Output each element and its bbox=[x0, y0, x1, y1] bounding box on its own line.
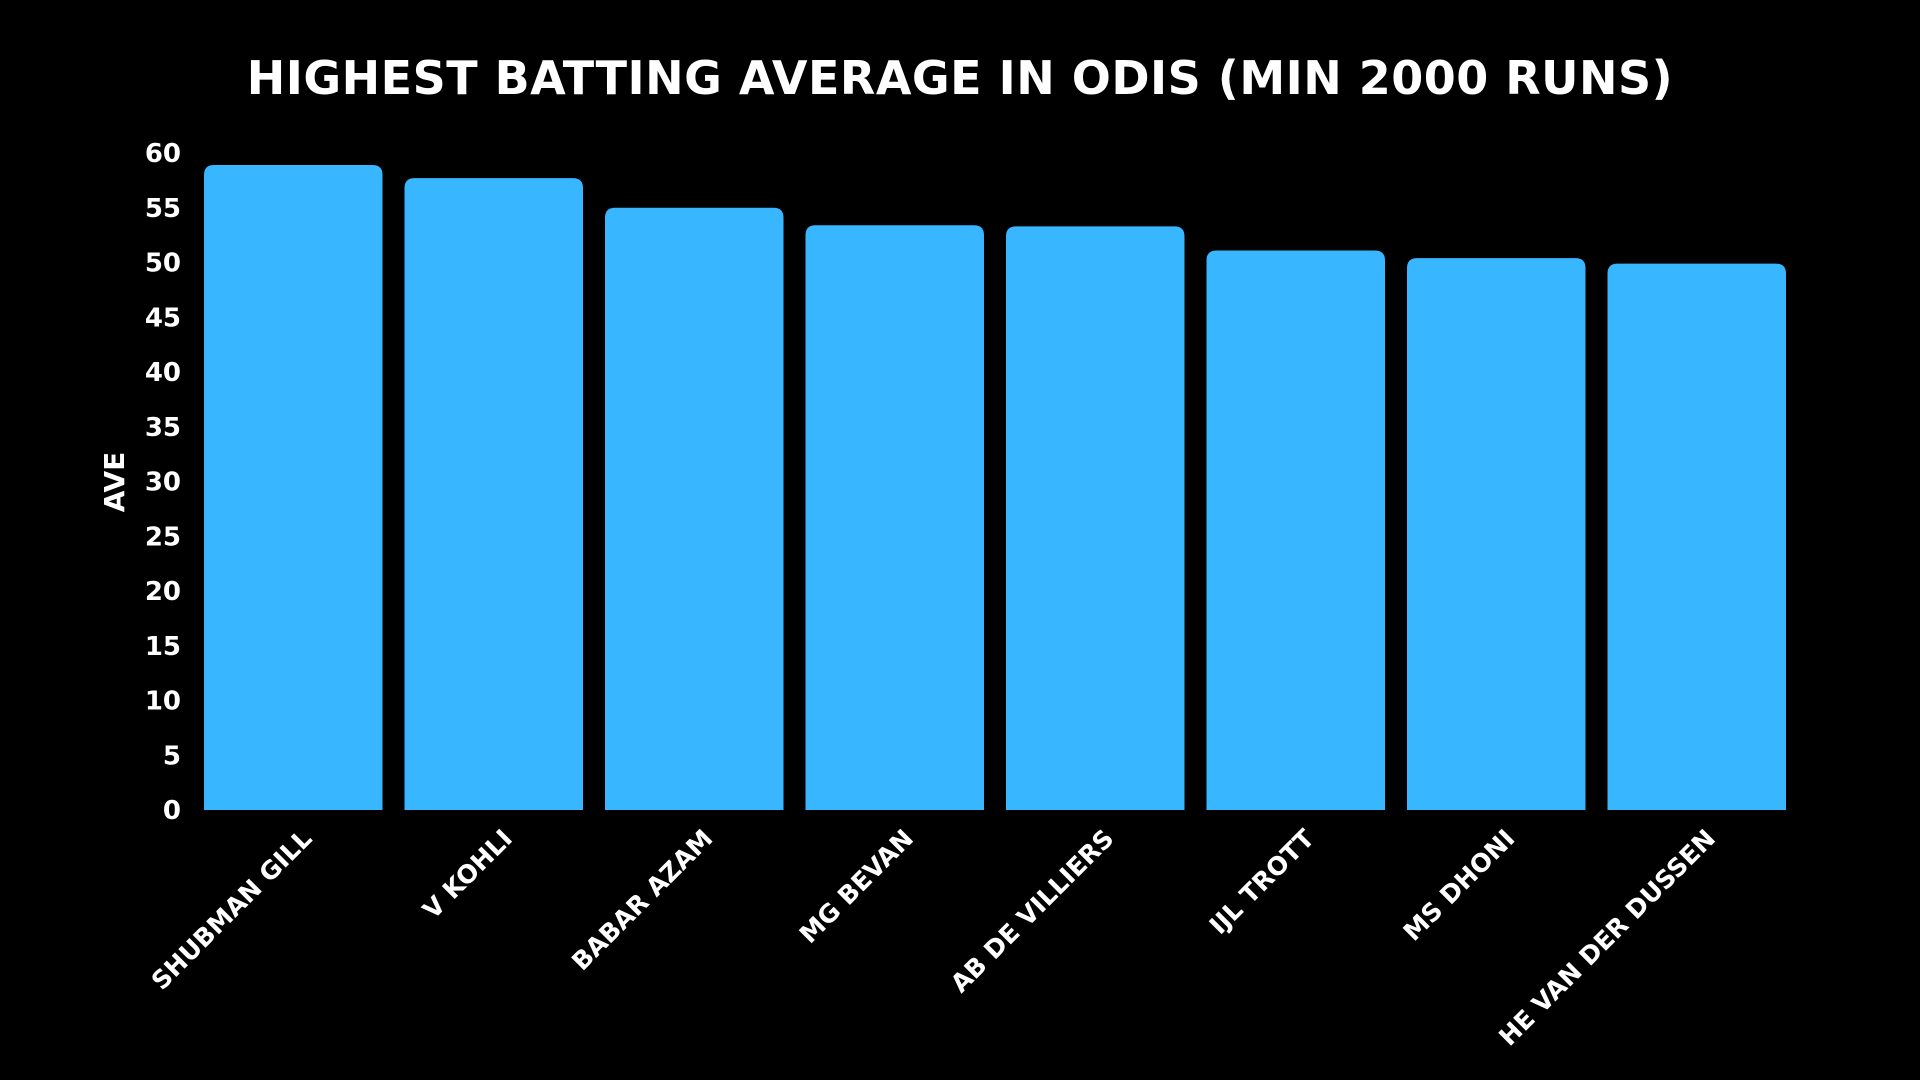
bars bbox=[204, 165, 1786, 811]
bar bbox=[605, 207, 784, 810]
y-tick-label: 15 bbox=[145, 632, 181, 662]
y-tick-label: 10 bbox=[145, 687, 181, 717]
y-tick-label: 5 bbox=[163, 741, 181, 771]
y-tick-label: 20 bbox=[145, 577, 181, 607]
bar bbox=[1407, 258, 1586, 810]
y-tick-label: 45 bbox=[145, 303, 181, 333]
y-tick-label: 60 bbox=[145, 139, 181, 169]
y-tick-label: 35 bbox=[145, 413, 181, 443]
y-tick-label: 25 bbox=[145, 522, 181, 552]
bar bbox=[404, 178, 583, 810]
bar bbox=[1006, 226, 1185, 811]
y-axis-ticks: 0 5 10 15 20 25 30 35 40 45 50 55 60 bbox=[145, 139, 181, 826]
bar bbox=[204, 165, 383, 811]
y-axis-label: AVE bbox=[98, 452, 131, 513]
y-tick-label: 40 bbox=[145, 358, 181, 388]
bar bbox=[1607, 263, 1786, 811]
y-tick-label: 50 bbox=[145, 249, 181, 279]
y-tick-label: 55 bbox=[145, 194, 181, 224]
y-tick-label: 30 bbox=[145, 468, 181, 498]
chart-title: HIGHEST BATTING AVERAGE IN ODIS (MIN 200… bbox=[247, 51, 1673, 105]
y-tick-label: 0 bbox=[163, 796, 181, 826]
bar bbox=[1206, 250, 1385, 810]
bar bbox=[805, 225, 984, 810]
